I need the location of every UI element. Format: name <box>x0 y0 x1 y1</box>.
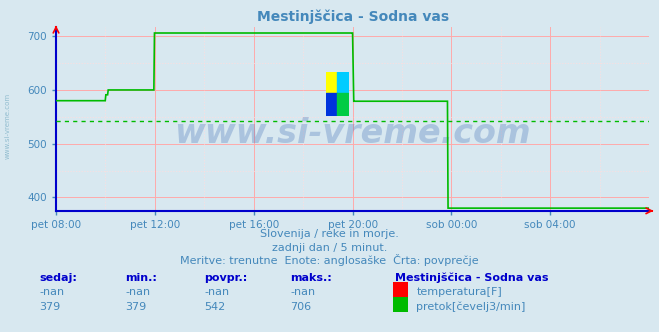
Title: Mestinjščica - Sodna vas: Mestinjščica - Sodna vas <box>256 10 449 24</box>
Text: sedaj:: sedaj: <box>40 273 77 283</box>
Text: temperatura[F]: temperatura[F] <box>416 288 502 297</box>
Text: maks.:: maks.: <box>290 273 331 283</box>
Text: min.:: min.: <box>125 273 157 283</box>
Text: 542: 542 <box>204 302 225 312</box>
Text: -nan: -nan <box>125 288 150 297</box>
Text: povpr.:: povpr.: <box>204 273 248 283</box>
Text: www.si-vreme.com: www.si-vreme.com <box>5 93 11 159</box>
Text: Meritve: trenutne  Enote: anglosaške  Črta: povprečje: Meritve: trenutne Enote: anglosaške Črta… <box>180 254 479 266</box>
Text: -nan: -nan <box>40 288 65 297</box>
Text: 706: 706 <box>290 302 311 312</box>
Text: -nan: -nan <box>204 288 229 297</box>
Text: -nan: -nan <box>290 288 315 297</box>
Text: www.si-vreme.com: www.si-vreme.com <box>174 117 531 150</box>
Text: pretok[čevelj3/min]: pretok[čevelj3/min] <box>416 302 526 312</box>
Text: 379: 379 <box>125 302 146 312</box>
Text: Slovenija / reke in morje.: Slovenija / reke in morje. <box>260 229 399 239</box>
Text: 379: 379 <box>40 302 61 312</box>
Text: zadnji dan / 5 minut.: zadnji dan / 5 minut. <box>272 243 387 253</box>
Text: Mestinjščica - Sodna vas: Mestinjščica - Sodna vas <box>395 272 549 283</box>
